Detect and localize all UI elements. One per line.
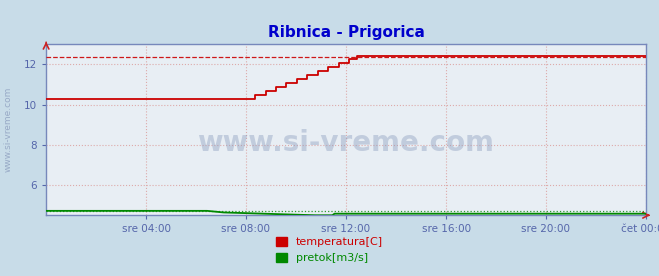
Legend: temperatura[C], pretok[m3/s]: temperatura[C], pretok[m3/s]: [272, 232, 387, 268]
Title: Ribnica - Prigorica: Ribnica - Prigorica: [268, 25, 424, 40]
Text: www.si-vreme.com: www.si-vreme.com: [3, 87, 13, 172]
Text: www.si-vreme.com: www.si-vreme.com: [198, 129, 494, 157]
